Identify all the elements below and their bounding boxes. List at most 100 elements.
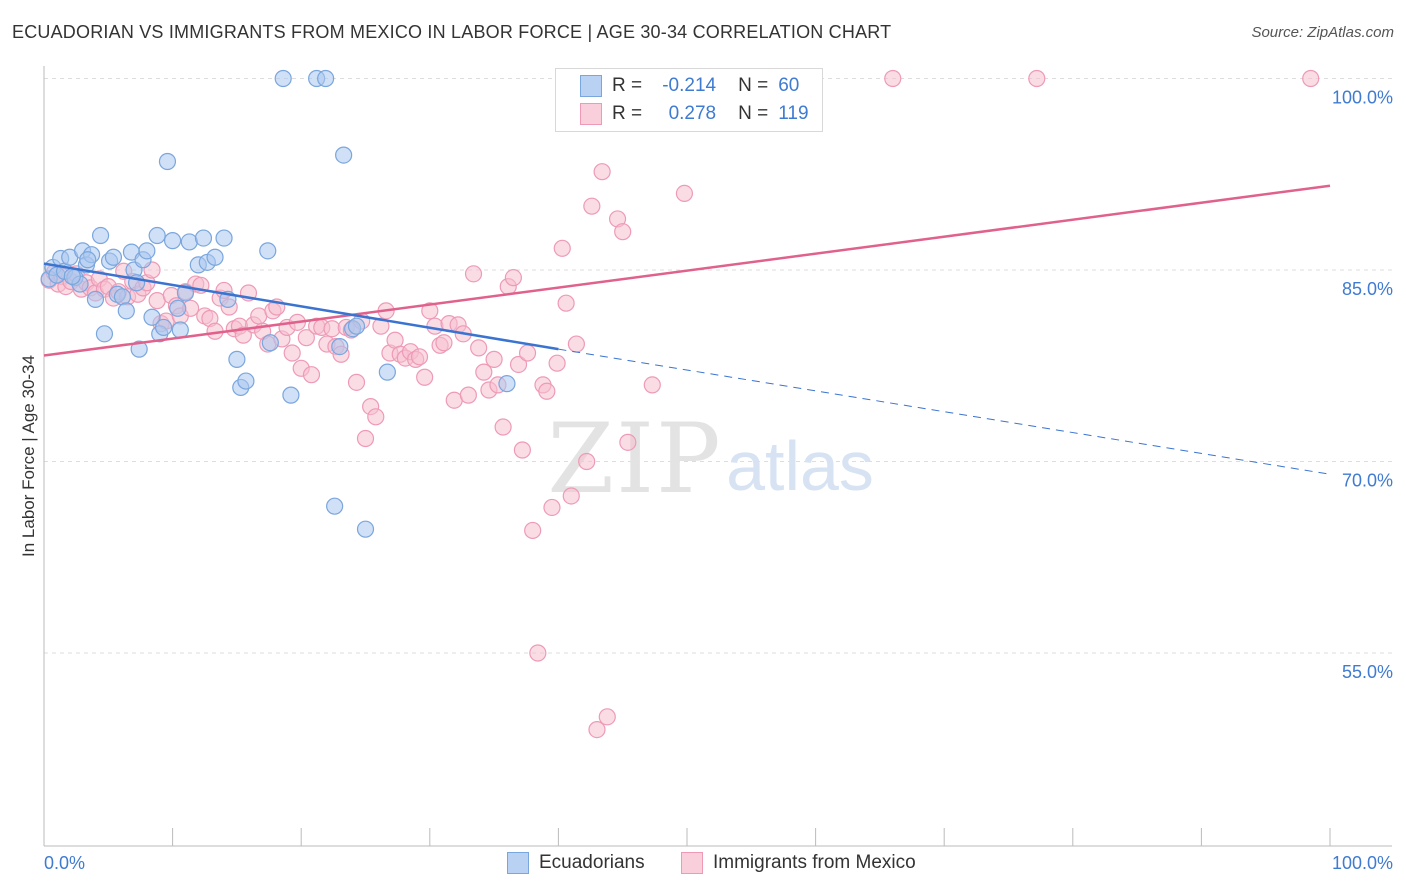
ecuadorian-point	[143, 308, 161, 326]
y-tick-label: 70.0%	[1342, 471, 1393, 491]
legend-item-label: Ecuadorians	[539, 852, 645, 873]
mexico-point	[302, 366, 321, 384]
legend-item-label: Immigrants from Mexico	[713, 852, 916, 873]
ecuadorian-point	[63, 267, 81, 285]
legend-n-label: N =	[738, 103, 769, 124]
legend-n-label: N =	[738, 75, 769, 96]
ecuadorian-point	[138, 242, 156, 260]
mexico-point	[421, 302, 439, 320]
ecuadorian-point	[86, 290, 105, 308]
watermark-atlas: atlas	[726, 427, 874, 505]
mexico-point	[593, 163, 611, 181]
correlation-legend: R = -0.214 N = 60 R = 0.278 N = 119	[555, 68, 823, 132]
mexico-point	[1302, 69, 1320, 88]
ecuadorian-point	[274, 69, 292, 88]
ecuadorian-point	[335, 146, 353, 164]
ecuadorian-point	[206, 248, 224, 266]
legend-swatch-pink	[580, 103, 602, 125]
y-axis-title: In Labor Force | Age 30-34	[19, 355, 38, 557]
x-tick-label: 100.0%	[1332, 853, 1393, 873]
legend-item-ecuadorians[interactable]: Ecuadorians	[507, 852, 645, 874]
mexico-point	[529, 644, 547, 662]
legend-swatch-pink	[681, 852, 703, 874]
legend-swatch-blue	[507, 852, 529, 874]
mexico-point	[323, 320, 341, 338]
mexico-point	[1028, 69, 1046, 88]
mexico-point	[356, 429, 375, 448]
mexico-point	[435, 334, 453, 352]
ecuadorian-point	[356, 520, 375, 538]
watermark: ZIP atlas	[547, 403, 874, 515]
trend-line-ecuadorians-extrapolated	[558, 348, 1331, 475]
legend-row-mexico: R = 0.278 N = 119	[556, 100, 809, 128]
mexico-point	[553, 239, 571, 257]
mexico-point	[538, 382, 556, 400]
y-tick-label: 55.0%	[1342, 662, 1393, 682]
ecuadorian-point	[79, 251, 97, 269]
ecuadorian-point	[378, 363, 396, 381]
ecuadorian-point	[164, 232, 182, 250]
legend-r-label: R =	[612, 75, 643, 96]
mexico-point	[675, 184, 694, 202]
legend-swatch-blue	[580, 75, 602, 97]
mexico-point	[567, 335, 586, 353]
ecuadorian-point	[104, 248, 123, 266]
mexico-point	[297, 329, 315, 347]
x-tick-label: 0.0%	[44, 853, 85, 873]
axis-labels: 100.0% 85.0% 70.0% 55.0% 0.0% 100.0% In Labor …	[19, 88, 1393, 874]
legend-r-label: R =	[612, 103, 643, 124]
mexico-point	[524, 521, 542, 540]
legend-n-value-mexico: 119	[778, 103, 809, 124]
ecuadorian-point	[259, 242, 277, 260]
mexico-point	[562, 487, 580, 505]
legend-r-value-ecuadorians: -0.214	[662, 75, 717, 96]
ecuadorian-point	[282, 386, 300, 404]
mexico-point	[619, 433, 637, 451]
mexico-point	[513, 441, 531, 459]
mexico-point	[509, 355, 528, 374]
mexico-point	[367, 408, 385, 426]
mexico-point	[416, 368, 434, 386]
ecuadorian-point	[215, 229, 233, 247]
mexico-point	[884, 69, 902, 88]
ecuadorian-point	[228, 350, 246, 368]
chart-title: ECUADORIAN VS IMMIGRANTS FROM MEXICO IN …	[12, 22, 892, 42]
mexico-point	[283, 344, 301, 362]
mexico-point	[494, 418, 512, 436]
legend-r-value-mexico: 0.278	[668, 103, 717, 124]
mexico-point	[475, 363, 493, 381]
ecuadorian-point	[317, 69, 335, 88]
mexico-point	[614, 223, 632, 241]
legend-n-value-ecuadorians: 60	[778, 75, 800, 96]
mexico-point	[470, 339, 488, 357]
mexico-point	[557, 294, 575, 312]
mexico-point	[372, 317, 390, 335]
mexico-point	[583, 197, 601, 215]
ecuadorian-point	[331, 338, 349, 356]
mexico-point	[643, 376, 661, 394]
ecuadorian-point	[95, 325, 114, 343]
mexico-point	[588, 720, 606, 739]
mexico-point	[234, 326, 252, 344]
mexico-point	[426, 317, 444, 335]
mexico-point	[459, 386, 477, 404]
ecuadorian-point	[194, 229, 213, 247]
ecuadorian-point	[130, 340, 148, 358]
mexico-point	[518, 344, 537, 362]
trend-line-ecuadorians	[43, 262, 559, 351]
series-legend: Ecuadorians Immigrants from Mexico	[0, 852, 1406, 878]
mexico-point	[548, 354, 566, 372]
mexico-point	[410, 348, 429, 366]
legend-item-mexico[interactable]: Immigrants from Mexico	[681, 852, 916, 874]
legend-row-ecuadorians: R = -0.214 N = 60	[556, 72, 799, 100]
ecuadorian-point	[91, 226, 110, 245]
mexico-point	[485, 350, 503, 368]
mexico-point	[504, 269, 522, 287]
trend-line-mexico	[43, 184, 1331, 357]
gridlines	[44, 78, 1392, 654]
source-label: Source: ZipAtlas.com	[1251, 24, 1394, 41]
ecuadorian-point	[237, 372, 255, 390]
ecuadorian-point	[347, 317, 366, 335]
ecuadorian-point	[148, 226, 166, 245]
